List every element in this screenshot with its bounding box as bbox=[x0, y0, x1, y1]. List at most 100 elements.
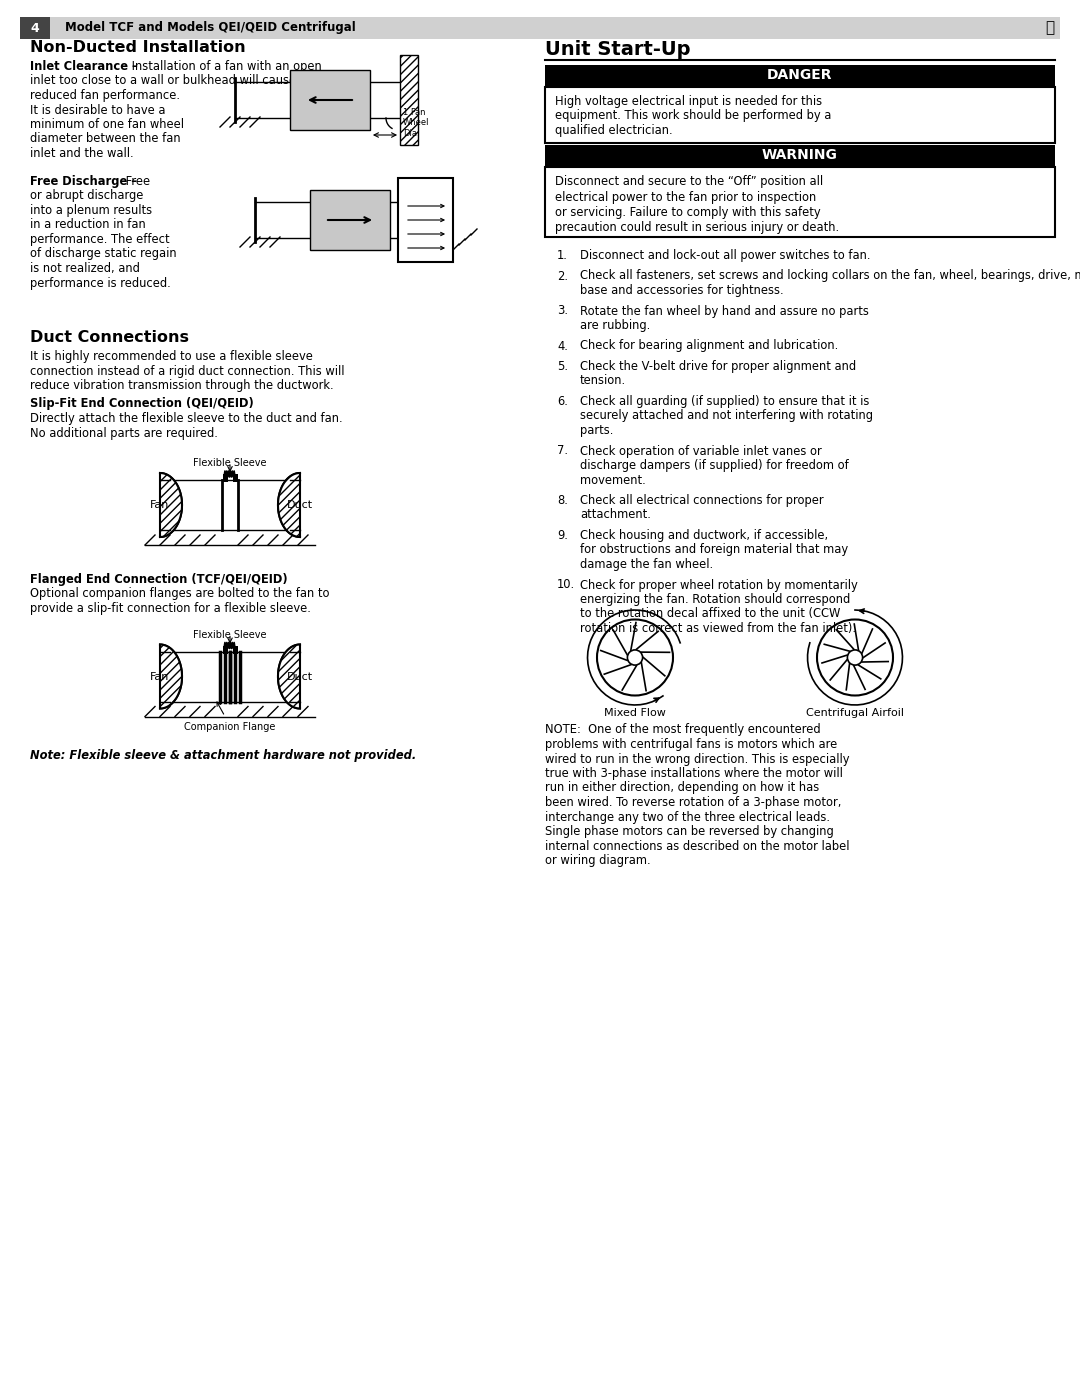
Bar bbox=[233, 474, 238, 482]
Circle shape bbox=[848, 650, 863, 665]
Text: Centrifugal Airfoil: Centrifugal Airfoil bbox=[806, 707, 904, 718]
Text: Check the V-belt drive for proper alignment and: Check the V-belt drive for proper alignm… bbox=[580, 360, 856, 373]
Text: discharge dampers (if supplied) for freedom of: discharge dampers (if supplied) for free… bbox=[580, 460, 849, 472]
Text: into a plenum results: into a plenum results bbox=[30, 204, 152, 217]
Text: Installation of a fan with an open: Installation of a fan with an open bbox=[129, 60, 322, 73]
Text: performance is reduced.: performance is reduced. bbox=[30, 277, 171, 289]
Text: Unit Start-Up: Unit Start-Up bbox=[545, 41, 690, 59]
Polygon shape bbox=[278, 644, 300, 708]
Text: 1.: 1. bbox=[557, 249, 568, 263]
Text: Note: Flexible sleeve & attachment hardware not provided.: Note: Flexible sleeve & attachment hardw… bbox=[30, 749, 416, 761]
Text: 2.: 2. bbox=[557, 270, 568, 282]
Text: tension.: tension. bbox=[580, 374, 626, 387]
Text: No additional parts are required.: No additional parts are required. bbox=[30, 426, 218, 440]
Text: WARNING: WARNING bbox=[762, 148, 838, 162]
Text: Check for proper wheel rotation by momentarily: Check for proper wheel rotation by momen… bbox=[580, 578, 858, 591]
Text: Check for bearing alignment and lubrication.: Check for bearing alignment and lubricat… bbox=[580, 339, 838, 352]
Text: minimum of one fan wheel: minimum of one fan wheel bbox=[30, 117, 184, 131]
Text: It is highly recommended to use a flexible sleeve: It is highly recommended to use a flexib… bbox=[30, 351, 313, 363]
Text: Check all guarding (if supplied) to ensure that it is: Check all guarding (if supplied) to ensu… bbox=[580, 395, 869, 408]
Text: 9.: 9. bbox=[557, 529, 568, 542]
Text: precaution could result in serious injury or death.: precaution could result in serious injur… bbox=[555, 222, 839, 235]
Text: base and accessories for tightness.: base and accessories for tightness. bbox=[580, 284, 784, 298]
Bar bbox=[291, 70, 370, 130]
Text: Flanged End Connection (TCF/QEI/QEID): Flanged End Connection (TCF/QEI/QEID) bbox=[30, 573, 287, 585]
Text: parts.: parts. bbox=[580, 425, 613, 437]
Text: 4: 4 bbox=[30, 21, 39, 35]
Bar bbox=[310, 190, 390, 250]
Text: Free: Free bbox=[122, 175, 150, 189]
Text: for obstructions and foreign material that may: for obstructions and foreign material th… bbox=[580, 543, 848, 556]
Text: energizing the fan. Rotation should correspond: energizing the fan. Rotation should corr… bbox=[580, 592, 850, 606]
Text: DANGER: DANGER bbox=[767, 68, 833, 82]
Text: Slip-Fit End Connection (QEI/QEID): Slip-Fit End Connection (QEI/QEID) bbox=[30, 398, 254, 411]
Text: problems with centrifugal fans is motors which are: problems with centrifugal fans is motors… bbox=[545, 738, 837, 752]
Text: Companion Flange: Companion Flange bbox=[185, 721, 275, 732]
Text: Mixed Flow: Mixed Flow bbox=[604, 707, 666, 718]
Text: Flexible Sleeve: Flexible Sleeve bbox=[193, 458, 267, 468]
Text: 5.: 5. bbox=[557, 360, 568, 373]
Text: Inlet Clearance –: Inlet Clearance – bbox=[30, 60, 138, 73]
Text: Disconnect and secure to the “Off” position all: Disconnect and secure to the “Off” posit… bbox=[555, 175, 823, 189]
Text: wired to run in the wrong direction. This is especially: wired to run in the wrong direction. Thi… bbox=[545, 753, 850, 766]
Bar bbox=[222, 645, 228, 654]
Text: qualified electrician.: qualified electrician. bbox=[555, 124, 673, 137]
Text: reduced fan performance.: reduced fan performance. bbox=[30, 89, 180, 102]
Text: provide a slip-fit connection for a flexible sleeve.: provide a slip-fit connection for a flex… bbox=[30, 602, 311, 615]
Text: 6.: 6. bbox=[557, 395, 568, 408]
Bar bbox=[545, 87, 1055, 142]
Text: Check all electrical connections for proper: Check all electrical connections for pro… bbox=[580, 495, 824, 507]
Text: Duct Connections: Duct Connections bbox=[30, 330, 189, 345]
Circle shape bbox=[627, 650, 643, 665]
Text: been wired. To reverse rotation of a 3-phase motor,: been wired. To reverse rotation of a 3-p… bbox=[545, 796, 841, 809]
Bar bbox=[400, 54, 418, 145]
Polygon shape bbox=[278, 474, 300, 536]
Text: are rubbing.: are rubbing. bbox=[580, 319, 650, 332]
Text: in a reduction in fan: in a reduction in fan bbox=[30, 218, 146, 232]
Text: Flexible Sleeve: Flexible Sleeve bbox=[193, 630, 267, 640]
Text: 7.: 7. bbox=[557, 444, 568, 457]
Bar bbox=[233, 645, 238, 654]
Bar bbox=[21, 17, 1059, 39]
Text: Non-Ducted Installation: Non-Ducted Installation bbox=[30, 41, 245, 54]
Text: or wiring diagram.: or wiring diagram. bbox=[545, 854, 650, 868]
Text: 4.: 4. bbox=[557, 339, 568, 352]
Text: damage the fan wheel.: damage the fan wheel. bbox=[580, 557, 713, 571]
Text: Check all fasteners, set screws and locking collars on the fan, wheel, bearings,: Check all fasteners, set screws and lock… bbox=[580, 270, 1080, 282]
Text: 1 Fan
Wheel
Dia.: 1 Fan Wheel Dia. bbox=[403, 108, 430, 138]
Text: diameter between the fan: diameter between the fan bbox=[30, 133, 180, 145]
Text: Disconnect and lock-out all power switches to fan.: Disconnect and lock-out all power switch… bbox=[580, 249, 870, 263]
Text: run in either direction, depending on how it has: run in either direction, depending on ho… bbox=[545, 781, 820, 795]
Text: true with 3-phase installations where the motor will: true with 3-phase installations where th… bbox=[545, 767, 842, 780]
Text: Directly attach the flexible sleeve to the duct and fan.: Directly attach the flexible sleeve to t… bbox=[30, 412, 342, 425]
Text: Free Discharge –: Free Discharge – bbox=[30, 175, 137, 189]
Text: connection instead of a rigid duct connection. This will: connection instead of a rigid duct conne… bbox=[30, 365, 345, 377]
Text: Rotate the fan wheel by hand and assure no parts: Rotate the fan wheel by hand and assure … bbox=[580, 305, 869, 317]
Text: securely attached and not interfering with rotating: securely attached and not interfering wi… bbox=[580, 409, 873, 422]
Text: 10.: 10. bbox=[557, 578, 576, 591]
Bar bbox=[545, 168, 1055, 237]
Text: rotation is correct as viewed from the fan inlet).: rotation is correct as viewed from the f… bbox=[580, 622, 856, 636]
Text: or abrupt discharge: or abrupt discharge bbox=[30, 190, 144, 203]
Text: Fan: Fan bbox=[150, 672, 170, 682]
Text: of discharge static regain: of discharge static regain bbox=[30, 247, 177, 260]
Text: 8.: 8. bbox=[557, 495, 568, 507]
Polygon shape bbox=[160, 644, 183, 708]
Text: electrical power to the fan prior to inspection: electrical power to the fan prior to ins… bbox=[555, 190, 816, 204]
Text: is not realized, and: is not realized, and bbox=[30, 263, 140, 275]
Text: It is desirable to have a: It is desirable to have a bbox=[30, 103, 165, 116]
Text: ⎕: ⎕ bbox=[1045, 21, 1054, 35]
Bar bbox=[399, 177, 453, 263]
Text: Model TCF and Models QEI/QEID Centrifugal: Model TCF and Models QEI/QEID Centrifuga… bbox=[65, 21, 355, 35]
Text: internal connections as described on the motor label: internal connections as described on the… bbox=[545, 840, 850, 852]
Text: Single phase motors can be reversed by changing: Single phase motors can be reversed by c… bbox=[545, 826, 834, 838]
Text: to the rotation decal affixed to the unit (CCW: to the rotation decal affixed to the uni… bbox=[580, 608, 840, 620]
Text: performance. The effect: performance. The effect bbox=[30, 233, 170, 246]
Text: interchange any two of the three electrical leads.: interchange any two of the three electri… bbox=[545, 810, 831, 823]
Text: Duct: Duct bbox=[287, 500, 313, 510]
Text: Duct: Duct bbox=[287, 672, 313, 682]
Text: attachment.: attachment. bbox=[580, 509, 651, 521]
Text: inlet too close to a wall or bulkhead will cause: inlet too close to a wall or bulkhead wi… bbox=[30, 74, 296, 88]
Text: Check operation of variable inlet vanes or: Check operation of variable inlet vanes … bbox=[580, 444, 822, 457]
Bar bbox=[545, 145, 1055, 168]
